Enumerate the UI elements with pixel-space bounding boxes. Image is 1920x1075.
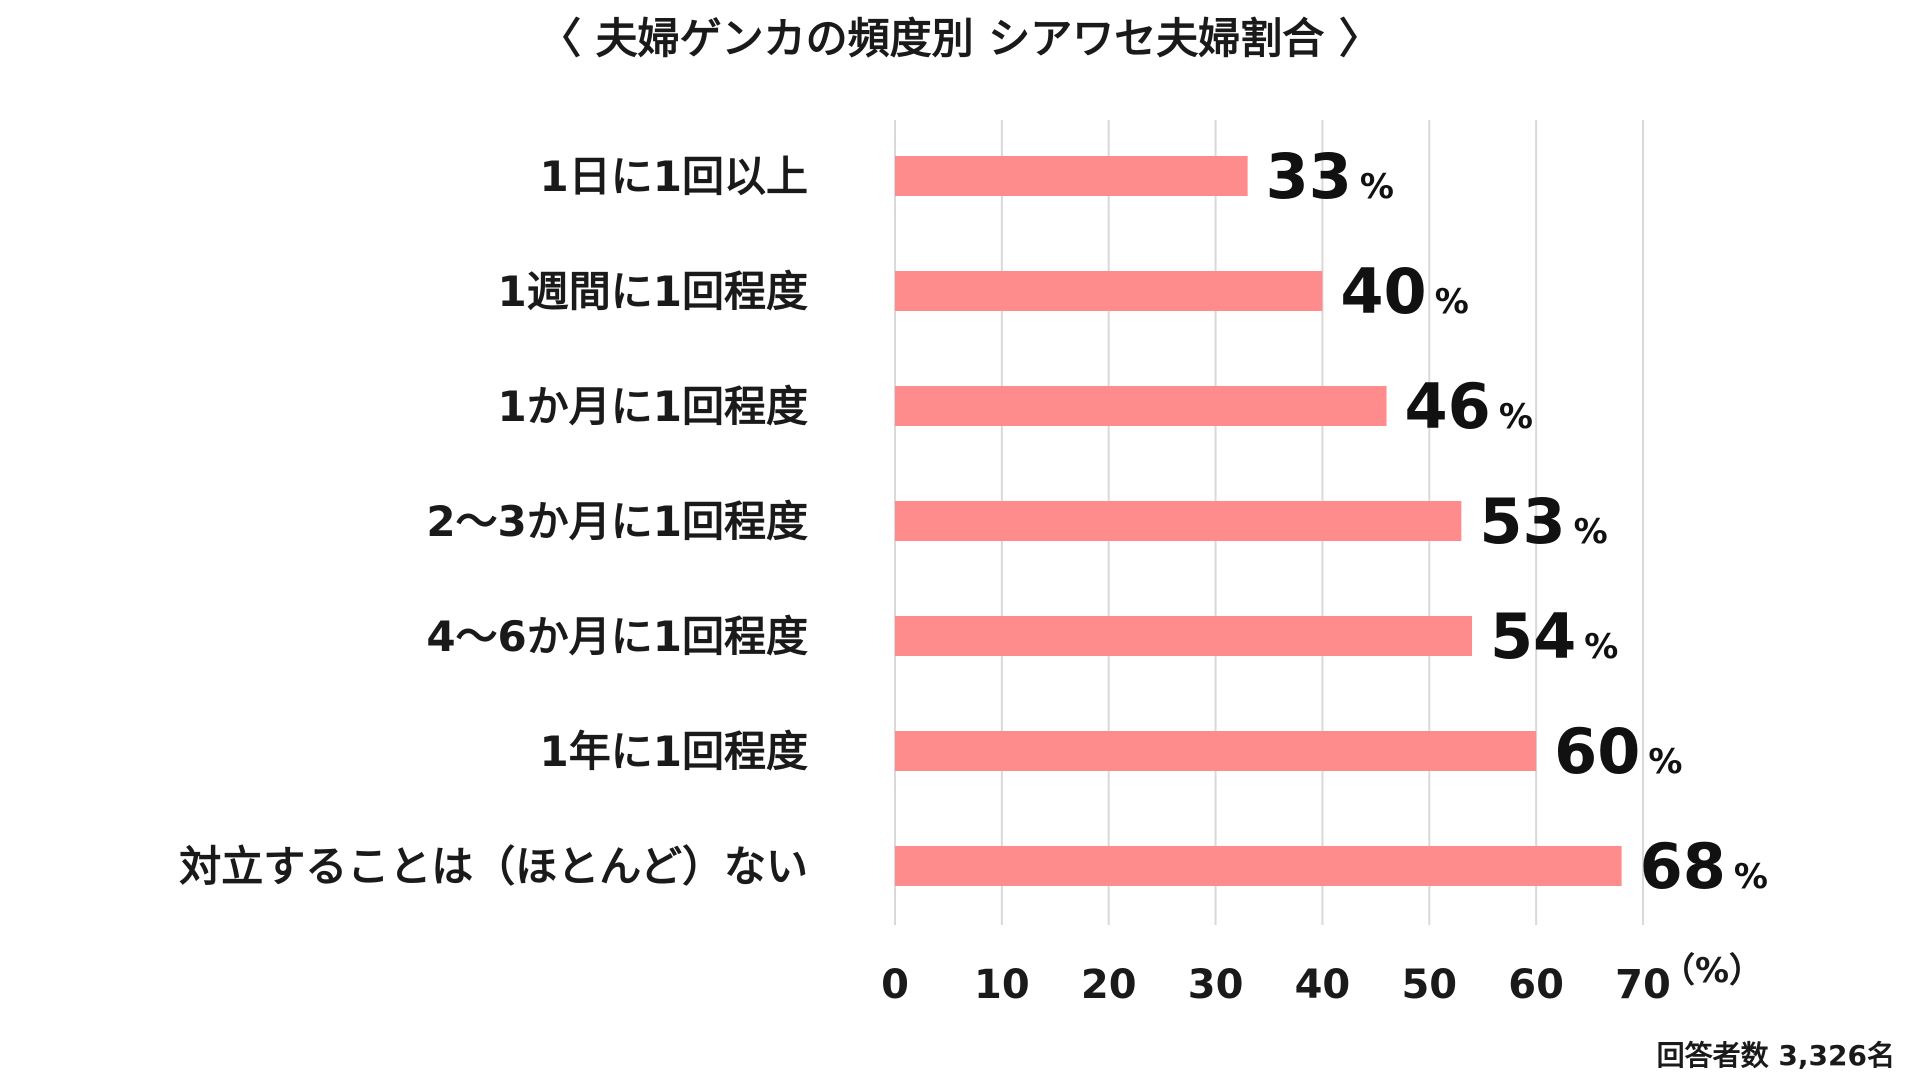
- data-labels: 33 %40 %46 %53 %54 %60 %68%: [1266, 140, 1768, 903]
- x-tick-label: 10: [974, 962, 1030, 1008]
- data-label: 46: [1405, 370, 1491, 443]
- bars: [895, 156, 1622, 886]
- bar: [895, 156, 1248, 196]
- bar: [895, 501, 1462, 541]
- category-label: 1年に1回程度: [540, 727, 808, 776]
- data-label-percent: %: [1360, 167, 1394, 207]
- data-label: 33: [1266, 140, 1352, 213]
- data-label: 68: [1640, 830, 1726, 903]
- category-label: 2～3か月に1回程度: [426, 497, 808, 546]
- data-label: 60: [1554, 715, 1640, 788]
- x-tick-label: 60: [1508, 962, 1564, 1008]
- data-label-percent: %: [1734, 857, 1768, 897]
- chart-title: 〈 夫婦ゲンカの頻度別 シアワセ夫婦割合 〉: [539, 14, 1381, 63]
- x-tick-label: 20: [1081, 962, 1137, 1008]
- category-label: 1日に1回以上: [540, 152, 808, 201]
- bar: [895, 271, 1323, 311]
- bar: [895, 616, 1473, 656]
- x-tick-label: 40: [1295, 962, 1351, 1008]
- data-label-percent: %: [1499, 397, 1533, 437]
- x-axis-unit-label: （%）: [1661, 951, 1763, 991]
- category-label: 1か月に1回程度: [498, 382, 808, 431]
- data-label: 53: [1479, 485, 1565, 558]
- x-tick-label: 50: [1401, 962, 1457, 1008]
- category-label: 1週間に1回程度: [498, 267, 808, 316]
- respondent-count-note: 回答者数 3,326名: [1657, 1039, 1895, 1072]
- data-label-percent: %: [1435, 282, 1469, 322]
- data-label: 54: [1490, 600, 1576, 673]
- category-label: 対立することは（ほとんど）ない: [179, 842, 808, 891]
- data-label: 40: [1340, 255, 1426, 328]
- bar: [895, 386, 1387, 426]
- category-label: 4～6か月に1回程度: [426, 612, 808, 661]
- bar: [895, 846, 1622, 886]
- x-tick-label: 0: [881, 962, 909, 1008]
- data-label-percent: %: [1584, 627, 1618, 667]
- x-axis-ticks: 0 10 20 30 40 50 60 70: [881, 962, 1671, 1008]
- data-label-percent: %: [1574, 512, 1608, 552]
- x-tick-label: 70: [1615, 962, 1671, 1008]
- x-tick-label: 30: [1188, 962, 1244, 1008]
- bar: [895, 731, 1537, 771]
- data-label-percent: %: [1648, 742, 1682, 782]
- category-labels: 1日に1回以上 1週間に1回程度 1か月に1回程度 2～3か月に1回程度 4～6か月に1…: [179, 152, 808, 891]
